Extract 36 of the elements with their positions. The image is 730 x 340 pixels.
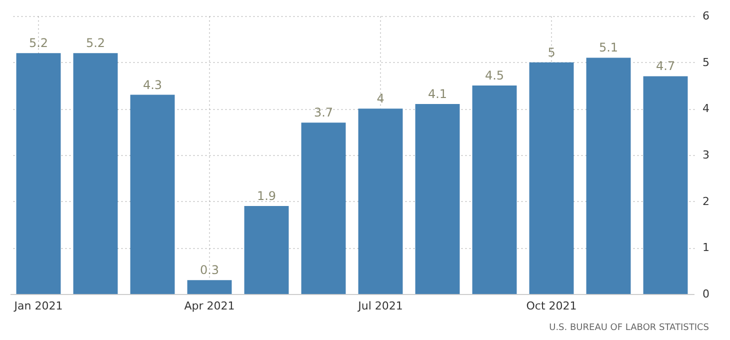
bar	[415, 104, 460, 294]
y-tick-label: 0	[702, 288, 710, 300]
bar	[586, 58, 631, 294]
data-label: 3.7	[314, 106, 334, 120]
data-label: 0.3	[200, 263, 220, 278]
data-label: 5.2	[86, 36, 106, 50]
x-tick-label: Apr 2021	[184, 300, 235, 312]
data-label: 5.1	[598, 40, 618, 55]
data-label: 4	[376, 92, 384, 106]
y-tick-label: 5	[702, 56, 710, 69]
data-label: 4.1	[428, 87, 448, 102]
bar	[643, 76, 688, 294]
bar	[301, 122, 346, 294]
data-label: 5	[548, 45, 556, 60]
bar	[358, 108, 403, 294]
bar	[16, 53, 61, 294]
data-label: 4.7	[656, 59, 676, 74]
data-label: 1.9	[256, 188, 276, 203]
y-tick-label: 1	[702, 241, 710, 254]
bar	[73, 53, 118, 294]
x-tick-label: Jan 2021	[13, 300, 63, 312]
bar	[472, 86, 517, 294]
y-tick-label: 4	[702, 102, 710, 116]
bar	[244, 206, 289, 294]
bar	[130, 94, 175, 294]
y-tick-label: 3	[702, 148, 710, 162]
data-label: 4.5	[484, 68, 504, 82]
x-tick-label: Jul 2021	[357, 300, 403, 312]
bar	[187, 280, 232, 294]
text: U.S. BUREAU OF LABOR STATISTICS	[549, 323, 710, 333]
data-label: 5.2	[28, 36, 48, 50]
y-tick-label: 6	[702, 10, 710, 22]
bar	[529, 62, 574, 294]
y-tick-label: 2	[702, 194, 710, 208]
data-label: 4.3	[142, 78, 162, 92]
x-tick-label: Oct 2021	[526, 300, 577, 312]
